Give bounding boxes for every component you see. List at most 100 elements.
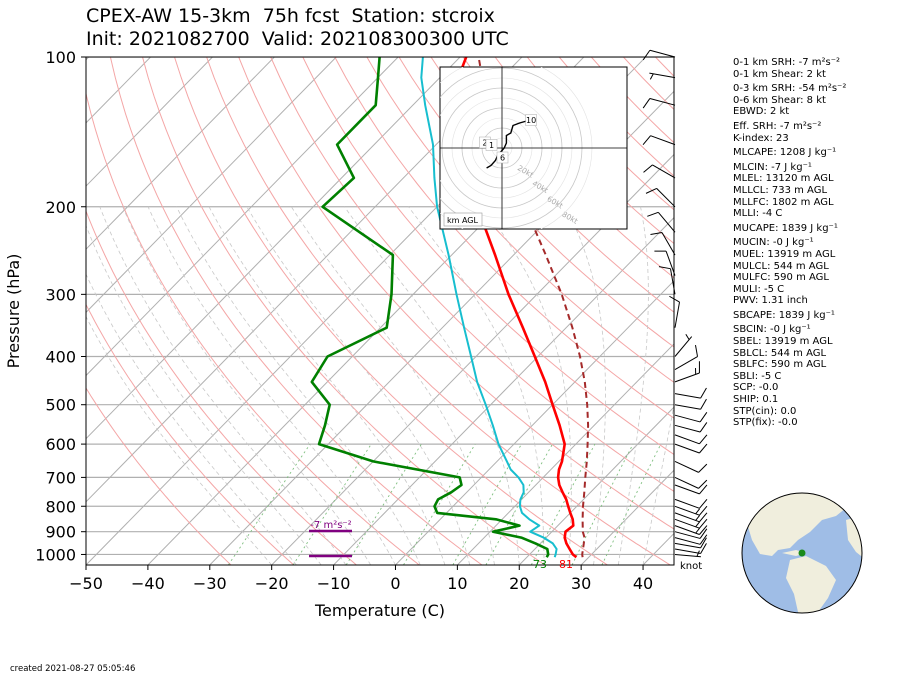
- srh-bars: [309, 529, 352, 558]
- parameter-item: MLCIN: -7 J kg⁻¹: [733, 161, 812, 173]
- moist-adiabat-line: [565, 206, 606, 565]
- moist-adiabat-line: [122, 206, 372, 565]
- isotherm-line: [457, 343, 674, 565]
- wind-barb: [650, 231, 676, 256]
- x-tick-label: −20: [255, 574, 289, 593]
- dry-adiabat-line: [142, 57, 545, 565]
- hodograph-height-label: 6: [500, 154, 505, 163]
- dry-adiabat-line: [398, 57, 674, 348]
- x-tick-label: −40: [131, 574, 165, 593]
- wind-barb: [674, 476, 708, 489]
- wind-barb: [674, 422, 708, 433]
- parameter-item: SBLI: -5 C: [733, 370, 782, 382]
- y-tick-label: 600: [45, 435, 76, 454]
- y-tick-label: 800: [45, 497, 76, 516]
- dry-adiabat-line: [86, 91, 420, 565]
- parameter-item: 0-6 km Shear: 8 kt: [733, 94, 826, 106]
- y-tick-label: 400: [45, 348, 76, 367]
- x-tick-label: −10: [317, 574, 351, 593]
- wind-barb: [654, 250, 676, 276]
- parameter-item: MLEL: 13120 m AGL: [733, 173, 834, 185]
- wind-barb: [674, 398, 707, 410]
- isotherm-line: [580, 469, 674, 565]
- moist-adiabat-line: [408, 206, 545, 565]
- dry-adiabat-line: [206, 57, 671, 565]
- moist-adiabat-line: [642, 403, 674, 565]
- wind-barb: [674, 460, 708, 473]
- wind-barb: [642, 49, 676, 61]
- wind-barb: [674, 528, 708, 539]
- wind-barb: [674, 484, 708, 495]
- parameter-item: MLLFC: 1802 m AGL: [733, 196, 834, 208]
- isotherm-line: [86, 57, 399, 377]
- srh-label: -7 m²s⁻²: [310, 520, 351, 531]
- hodograph-height-label: 2: [482, 139, 487, 148]
- parameter-item: MUCIN: -0 J kg⁻¹: [733, 237, 814, 249]
- dry-adiabat-line: [366, 57, 674, 383]
- wind-barb: [647, 211, 676, 233]
- wind-barb: [669, 295, 681, 328]
- wind-barb: [674, 387, 707, 399]
- dry-adiabat-line: [270, 57, 674, 492]
- parameter-item: SBCAPE: 1839 J kg⁻¹: [733, 309, 835, 321]
- parameter-item: MULI: -5 C: [733, 283, 785, 295]
- wind-barb: [674, 534, 708, 545]
- surface-temperature-label: 81: [559, 558, 573, 571]
- station-marker: [798, 549, 806, 557]
- isotherm-line: [518, 406, 674, 565]
- parameter-item: MLLCL: 733 m AGL: [733, 184, 828, 196]
- dewpoint-profile: [310, 57, 550, 558]
- wind-barb: [674, 443, 708, 454]
- x-axis-label: Temperature (C): [314, 601, 445, 620]
- mixing-ratio-line: [345, 443, 422, 565]
- wind-barb: [674, 505, 708, 516]
- parameter-item: MLLI: -4 C: [733, 208, 783, 220]
- created-timestamp: created 2021-08-27 05:05:46: [10, 664, 136, 674]
- dry-adiabat-line: [302, 57, 674, 456]
- moist-adiabat-line: [86, 273, 297, 565]
- wind-barb: [674, 344, 699, 371]
- dry-adiabat-line: [334, 57, 674, 419]
- parameter-item: SCP: -0.0: [733, 382, 779, 394]
- x-tick-label: 10: [447, 574, 467, 593]
- y-tick-label: 500: [45, 396, 76, 415]
- parameter-item: SHIP: 0.1: [733, 394, 779, 406]
- wind-barb: [642, 135, 676, 146]
- dry-adiabat-line: [238, 57, 674, 530]
- parameter-item: MULFC: 590 m AGL: [733, 272, 829, 284]
- parameter-item: STP(fix): -0.0: [733, 417, 798, 429]
- wind-barb: [674, 361, 700, 383]
- x-tick-label: 30: [571, 574, 591, 593]
- surface-dewpoint-label: 73: [533, 558, 547, 571]
- moist-adiabat-line: [86, 315, 272, 565]
- mixing-ratio-line: [228, 443, 311, 565]
- wind-barb: [674, 537, 707, 549]
- parameter-item: SBEL: 13919 m AGL: [733, 336, 833, 348]
- moist-adiabat-line: [344, 206, 520, 565]
- dry-adiabat-line: [86, 209, 357, 565]
- wind-barb: [674, 498, 708, 509]
- wind-barbs: [642, 49, 708, 558]
- dry-adiabat-line: [462, 57, 674, 279]
- moist-adiabat-line: [246, 206, 471, 565]
- isotherm-line: [86, 57, 523, 503]
- wetbulb-profile: [420, 57, 558, 558]
- isotherm-line: [271, 153, 674, 565]
- wind-barb: [674, 512, 708, 523]
- wind-barb: [674, 412, 708, 423]
- x-tick-label: 20: [509, 574, 529, 593]
- wind-barb: [645, 187, 676, 208]
- moist-adiabat-line: [208, 206, 446, 565]
- wind-barb: [674, 434, 708, 445]
- isotherm-line: [86, 57, 213, 187]
- parameter-item: SBLFC: 590 m AGL: [733, 359, 827, 371]
- dry-adiabat-line: [86, 303, 295, 565]
- parameter-item: EBWD: 2 kt: [733, 106, 790, 118]
- chart-title: CPEX-AW 15-3km 75h fcst Station: stcroix: [86, 5, 495, 27]
- parameter-item: SBLCL: 544 m AGL: [733, 347, 827, 359]
- y-tick-label: 700: [45, 468, 76, 487]
- parcel-profile: [477, 57, 590, 558]
- parameter-item: SBCIN: -0 J kg⁻¹: [733, 324, 811, 336]
